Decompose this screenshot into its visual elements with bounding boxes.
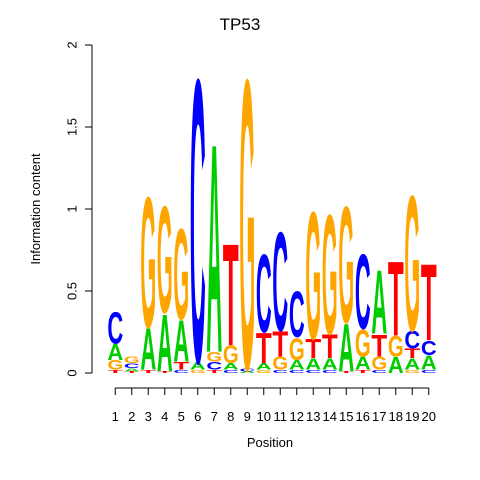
y-axis: 0 0.5 1 1.5 2 [65, 41, 93, 376]
x-tick-label: 1 [112, 409, 119, 424]
y-tick-label: 0.5 [65, 282, 80, 300]
x-tick-label: 5 [178, 409, 185, 424]
logo-letter-t: T [421, 241, 437, 363]
logo-letter-t: T [388, 238, 404, 359]
y-axis-label: Information content [28, 153, 43, 265]
logo-letter-c: C [355, 233, 371, 352]
logo-letter-c: C [107, 303, 123, 354]
logo-letter-c: C [289, 278, 305, 352]
y-tick-label: 2 [65, 41, 80, 48]
logo-letter-a: A [371, 253, 387, 355]
logo-letter-c: C [190, 0, 206, 448]
logo-letter-g: G [239, 0, 255, 457]
x-tick-label: 16 [356, 409, 370, 424]
x-tick-label: 2 [128, 409, 135, 424]
logo-letter-a: A [206, 81, 222, 415]
x-tick-label: 10 [257, 409, 271, 424]
x-tick-label: 19 [405, 409, 419, 424]
x-tick-label: 3 [145, 409, 152, 424]
x-tick-label: 4 [161, 409, 168, 424]
x-tick-label: 20 [422, 409, 436, 424]
logo-letter-c: C [272, 205, 288, 362]
x-tick-label: 8 [227, 409, 234, 424]
y-tick-label: 1 [65, 205, 80, 212]
logo-letter-t: T [223, 214, 239, 377]
x-tick-label: 14 [323, 409, 337, 424]
logo-letter-g: G [173, 202, 189, 347]
logo-letter-g: G [124, 356, 140, 366]
x-axis: 1 2 3 4 5 6 7 8 9 10 11 12 13 14 15 16 17 18 19 20 [112, 388, 436, 424]
logo-letter-g: G [322, 179, 338, 370]
y-tick-label: 0 [65, 369, 80, 376]
logo-letter-c: C [256, 232, 272, 357]
x-tick-label: 18 [389, 409, 403, 424]
logo-letter-g: G [404, 156, 420, 373]
x-tick-label: 15 [339, 409, 353, 424]
x-tick-label: 13 [306, 409, 320, 424]
logo-letter-g: G [305, 176, 321, 378]
logo-letter-g: G [338, 173, 354, 358]
x-tick-label: 11 [274, 409, 288, 424]
x-tick-label: 12 [290, 409, 304, 424]
logo-letter-g: G [157, 175, 173, 346]
x-tick-label: 17 [372, 409, 386, 424]
y-tick-label: 1.5 [65, 118, 80, 136]
logo-letter-g: G [140, 160, 156, 368]
